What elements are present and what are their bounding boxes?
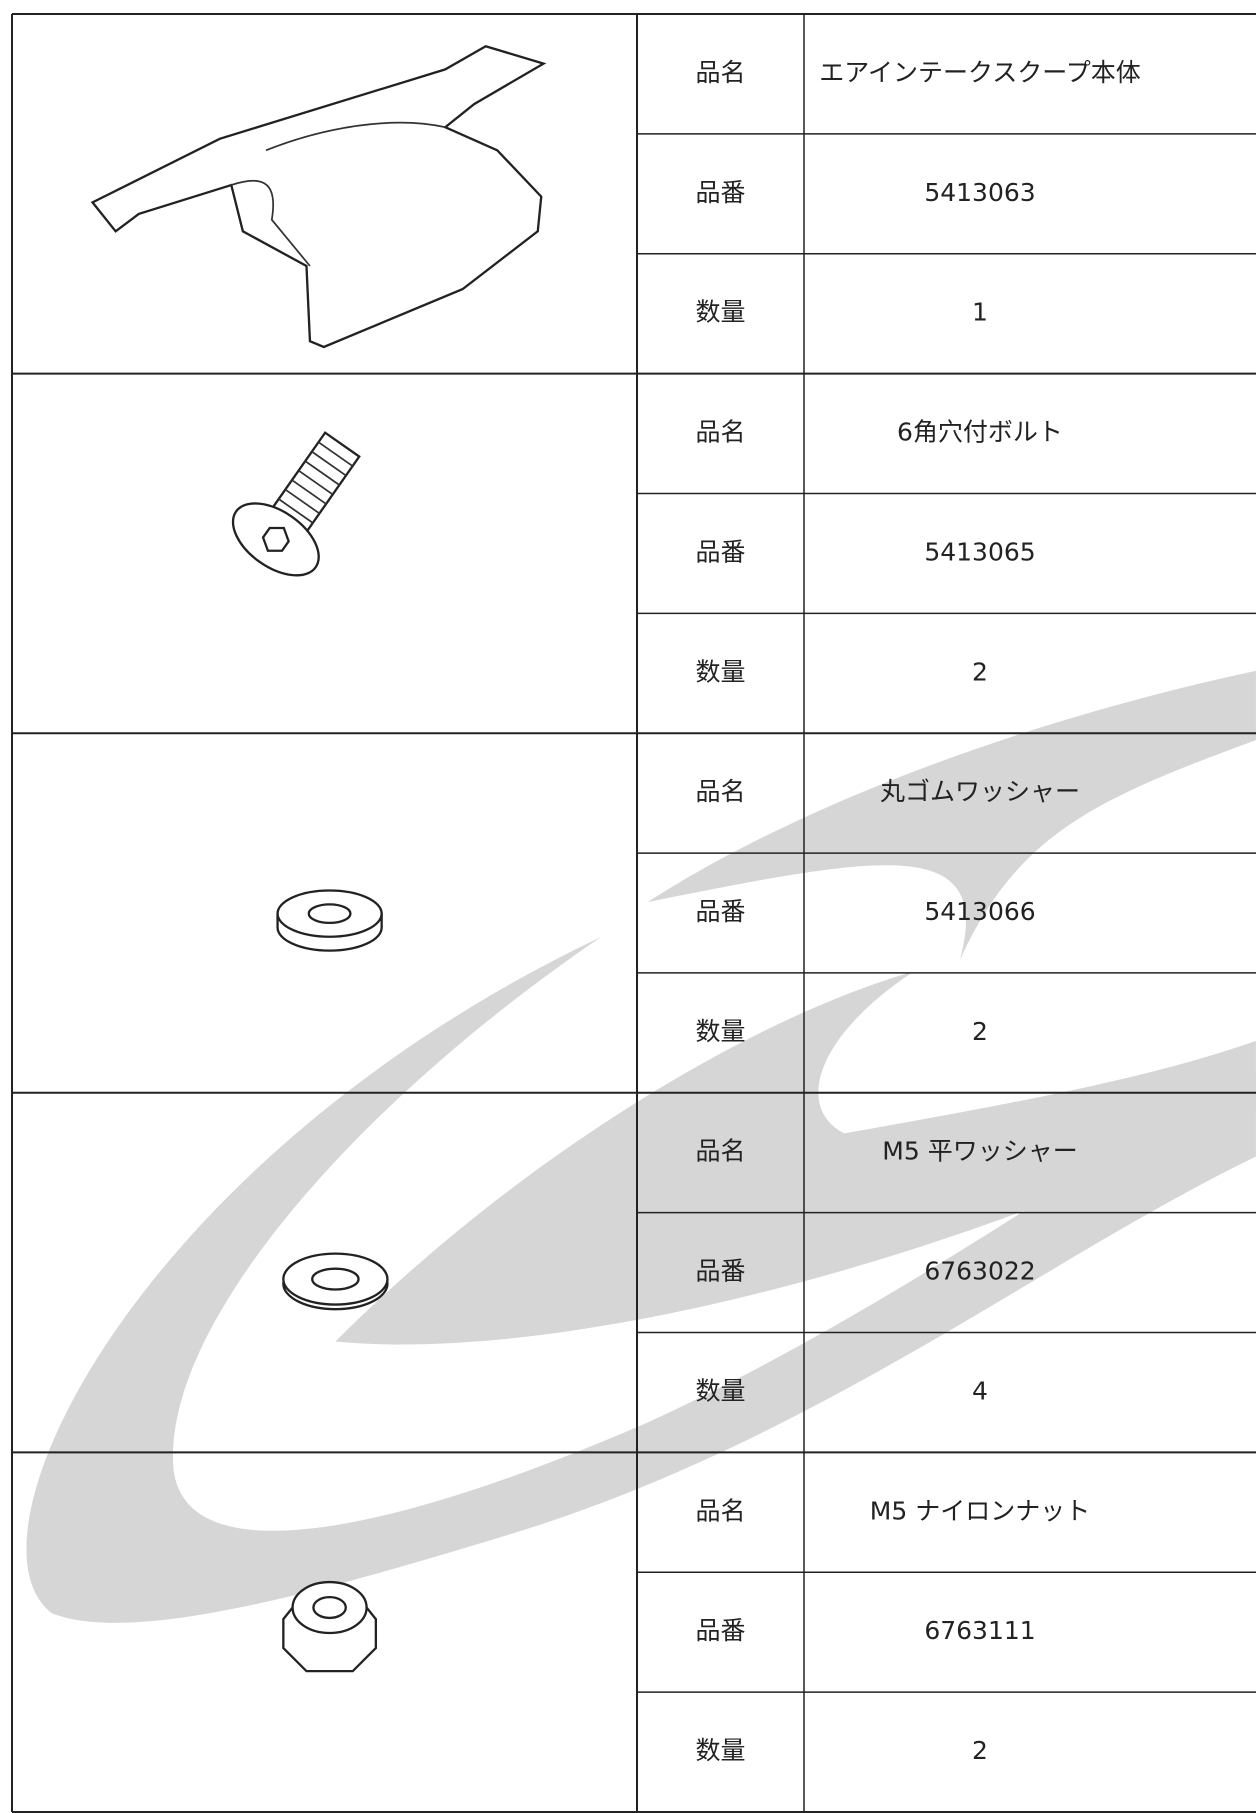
row-value: 2 <box>972 1736 988 1765</box>
flat-washer-illustration <box>282 1252 389 1311</box>
row-label: 品番 <box>695 1257 745 1286</box>
row-value: 6763111 <box>924 1616 1035 1645</box>
row-value: 6角穴付ボルト <box>897 418 1063 447</box>
row-value: 2 <box>972 1017 988 1046</box>
row-value: M5 平ワッシャー <box>882 1137 1077 1166</box>
row-label: 数量 <box>695 1376 745 1405</box>
row-label: 品名 <box>695 1137 745 1166</box>
row-label: 品名 <box>695 1496 745 1525</box>
row-label: 数量 <box>695 1736 745 1765</box>
row-value: 4 <box>972 1376 988 1405</box>
rubber-washer-illustration <box>276 889 383 952</box>
row-value: 2 <box>972 657 988 686</box>
scoop-illustration <box>90 45 547 349</box>
row-label: 品名 <box>695 58 745 87</box>
row-label: 品番 <box>695 1616 745 1645</box>
row-label: 品名 <box>695 418 745 447</box>
row-label: 数量 <box>695 298 745 327</box>
row-value: 丸ゴムワッシャー <box>880 777 1080 806</box>
row-value: M5 ナイロンナット <box>870 1496 1090 1525</box>
row-label: 品番 <box>695 178 745 207</box>
row-label: 品番 <box>695 537 745 566</box>
row-label: 品名 <box>695 777 745 806</box>
row-label: 品番 <box>695 897 745 926</box>
nut-illustration <box>282 1580 378 1673</box>
row-value: 5413063 <box>924 178 1035 207</box>
row-value: 5413065 <box>924 537 1035 566</box>
bolt-illustration <box>231 431 361 577</box>
row-value: エアインテークスクープ本体 <box>819 58 1141 87</box>
scoop-detail <box>231 121 446 267</box>
row-value: 1 <box>972 298 988 327</box>
background-swoosh <box>26 670 1256 1623</box>
row-label: 数量 <box>695 1017 745 1046</box>
row-label: 数量 <box>695 657 745 686</box>
row-value: 6763022 <box>924 1257 1035 1286</box>
illustrations <box>90 45 547 1673</box>
table-grid <box>11 13 1256 1813</box>
row-value: 5413066 <box>924 897 1035 926</box>
